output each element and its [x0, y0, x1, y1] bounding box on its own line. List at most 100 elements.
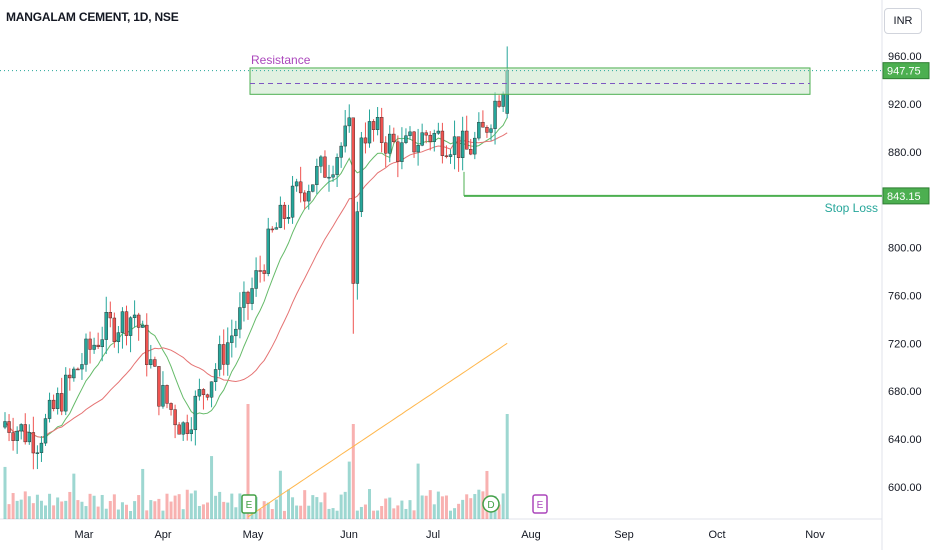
candle-body[interactable]: [15, 430, 19, 441]
candle-body[interactable]: [116, 332, 121, 342]
candle-body[interactable]: [367, 121, 372, 144]
candle-body[interactable]: [497, 100, 501, 107]
candle-body[interactable]: [294, 181, 299, 187]
candle-body[interactable]: [375, 117, 380, 130]
candle-body[interactable]: [60, 393, 64, 412]
candle-body[interactable]: [315, 166, 319, 185]
candle-body[interactable]: [290, 185, 295, 218]
candle-body[interactable]: [501, 93, 505, 107]
candle-body[interactable]: [327, 176, 331, 179]
candle-body[interactable]: [388, 133, 392, 154]
candle-body[interactable]: [432, 133, 436, 142]
candle-body[interactable]: [351, 117, 355, 284]
candle-body[interactable]: [209, 381, 214, 398]
candle-body[interactable]: [193, 395, 198, 431]
candle-body[interactable]: [124, 311, 129, 336]
candle-body[interactable]: [19, 424, 23, 432]
candle-body[interactable]: [363, 137, 368, 144]
candle-body[interactable]: [145, 324, 149, 365]
candle-body[interactable]: [120, 311, 125, 333]
candle-body[interactable]: [412, 131, 416, 153]
candle-body[interactable]: [132, 314, 137, 318]
candle-body[interactable]: [343, 125, 347, 147]
candle-body[interactable]: [278, 204, 283, 228]
candle-body[interactable]: [481, 121, 485, 128]
candle-body[interactable]: [379, 117, 384, 143]
candle-body[interactable]: [420, 132, 424, 146]
candle-body[interactable]: [92, 344, 96, 350]
candle-body[interactable]: [493, 100, 497, 129]
candle-body[interactable]: [489, 128, 493, 133]
candle-body[interactable]: [96, 344, 100, 348]
candle-body[interactable]: [339, 145, 343, 158]
candle-body[interactable]: [112, 317, 117, 342]
candle-body[interactable]: [205, 394, 210, 398]
candle-body[interactable]: [161, 385, 165, 407]
earnings-marker[interactable]: [241, 494, 257, 514]
candle-body[interactable]: [452, 136, 457, 155]
candle-body[interactable]: [400, 142, 404, 162]
candle-body[interactable]: [43, 418, 48, 444]
candle-body[interactable]: [108, 312, 113, 319]
candle-body[interactable]: [303, 192, 307, 202]
candle-body[interactable]: [201, 389, 206, 395]
candle-body[interactable]: [266, 228, 270, 274]
candle-body[interactable]: [197, 389, 202, 397]
candle-body[interactable]: [359, 137, 364, 212]
candle-body[interactable]: [282, 204, 287, 219]
candle-body[interactable]: [7, 421, 11, 433]
candle-body[interactable]: [72, 368, 76, 379]
candle-body[interactable]: [234, 328, 238, 337]
candle-body[interactable]: [165, 385, 169, 404]
candle-body[interactable]: [448, 154, 453, 157]
candle-body[interactable]: [286, 217, 291, 219]
candle-body[interactable]: [55, 393, 60, 409]
candle-body[interactable]: [444, 155, 449, 157]
candle-body[interactable]: [226, 342, 230, 365]
candle-body[interactable]: [104, 312, 108, 340]
candle-body[interactable]: [149, 359, 153, 365]
candle-body[interactable]: [392, 133, 396, 143]
candle-body[interactable]: [323, 156, 327, 178]
candle-body[interactable]: [254, 270, 258, 289]
candle-body[interactable]: [428, 134, 432, 142]
candle-body[interactable]: [371, 121, 376, 130]
candle-body[interactable]: [485, 127, 489, 133]
candle-body[interactable]: [469, 149, 473, 155]
candle-body[interactable]: [213, 369, 218, 382]
candle-body[interactable]: [424, 132, 428, 136]
candle-body[interactable]: [153, 359, 157, 367]
candle-body[interactable]: [473, 137, 477, 155]
candle-body[interactable]: [68, 374, 72, 379]
candle-body[interactable]: [217, 344, 222, 370]
candle-body[interactable]: [80, 364, 84, 370]
candle-body[interactable]: [3, 421, 7, 428]
candle-body[interactable]: [408, 131, 412, 136]
candle-body[interactable]: [436, 130, 441, 134]
candle-body[interactable]: [177, 424, 181, 435]
candle-body[interactable]: [230, 335, 234, 343]
candle-body[interactable]: [47, 399, 52, 419]
candle-body[interactable]: [477, 121, 481, 139]
candle-body[interactable]: [64, 374, 68, 412]
candle-body[interactable]: [128, 317, 133, 336]
candle-body[interactable]: [185, 422, 189, 434]
candle-body[interactable]: [242, 291, 246, 308]
candle-body[interactable]: [396, 141, 400, 162]
candle-body[interactable]: [221, 344, 226, 365]
candle-body[interactable]: [456, 136, 461, 158]
candle-body[interactable]: [23, 424, 27, 443]
candle-body[interactable]: [181, 422, 185, 435]
candle-body[interactable]: [319, 156, 323, 167]
candle-body[interactable]: [88, 338, 92, 350]
candle-body[interactable]: [51, 399, 56, 409]
candle-body[interactable]: [404, 135, 408, 143]
candle-body[interactable]: [416, 145, 420, 153]
candle-body[interactable]: [331, 174, 335, 178]
candle-body[interactable]: [347, 117, 351, 127]
candle-body[interactable]: [355, 211, 360, 284]
candle-body[interactable]: [262, 270, 266, 274]
candle-body[interactable]: [250, 288, 254, 304]
